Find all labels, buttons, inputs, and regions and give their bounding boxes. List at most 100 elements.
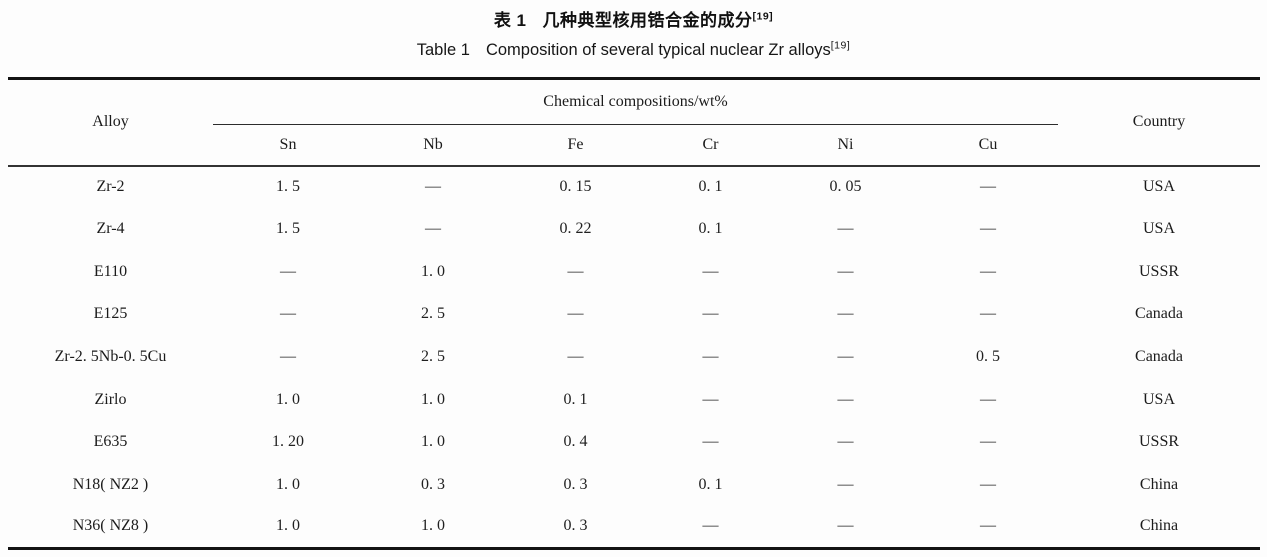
cell-sn: 1. 20: [272, 433, 304, 451]
cell-nb: 2. 5: [421, 347, 445, 365]
cell-nb: 0. 3: [421, 475, 445, 493]
cell-cr: —: [702, 262, 719, 280]
alloy-composition-table: Alloy Chemical compositions/wt% Country …: [8, 77, 1261, 550]
cell-ni: —: [837, 347, 854, 365]
citation-reference-chinese: [19]: [752, 10, 774, 23]
cell-nb: —: [425, 220, 441, 238]
column-group-header-chemical-compositions: Chemical compositions/wt%: [213, 78, 1059, 125]
table-caption-english: Composition of several typical nuclear Z…: [485, 41, 831, 59]
table-row-e110: E110 — 1. 0 — — — — USSR: [8, 251, 1260, 294]
cell-country: USA: [1143, 178, 1176, 196]
cell-cu: —: [980, 305, 996, 323]
cell-cu: —: [980, 475, 996, 493]
cell-fe: 0. 22: [559, 220, 592, 238]
table-row-zr2: Zr-2 1. 5 — 0. 15 0. 1 0. 05 — USA: [8, 166, 1260, 209]
cell-cu: —: [980, 433, 996, 451]
cell-nb: —: [425, 178, 441, 196]
cell-alloy: Zr-4: [96, 220, 125, 238]
column-header-alloy: Alloy: [8, 78, 213, 167]
cell-fe: —: [567, 347, 584, 365]
cell-fe: 0. 15: [559, 178, 592, 196]
cell-sn: 1. 5: [276, 178, 300, 196]
cell-alloy: N18( NZ2 ): [72, 475, 149, 493]
cell-ni: —: [837, 220, 854, 238]
column-header-ni: Ni: [773, 124, 918, 167]
cell-fe: 0. 4: [563, 433, 588, 451]
cell-alloy: E110: [93, 262, 128, 280]
cell-ni: —: [837, 262, 854, 280]
cell-fe: —: [567, 262, 584, 280]
cell-ni: —: [837, 305, 854, 323]
cell-cu: —: [980, 220, 996, 238]
cell-cr: —: [702, 433, 719, 451]
cell-cu: —: [980, 262, 996, 280]
cell-cr: 0. 1: [698, 220, 723, 238]
cell-cu: —: [980, 390, 996, 408]
cell-alloy: Zr-2. 5Nb-0. 5Cu: [54, 347, 167, 365]
cell-country: USSR: [1139, 433, 1180, 451]
cell-sn: 1. 0: [276, 517, 300, 535]
table-caption-chinese: 几种典型核用锆合金的成分: [542, 11, 753, 30]
table-row-n36: N36( NZ8 ) 1. 0 1. 0 0. 3 — — — China: [8, 506, 1260, 549]
column-header-cu: Cu: [918, 124, 1059, 167]
table-row-zr25nb05cu: Zr-2. 5Nb-0. 5Cu — 2. 5 — — — 0. 5 Canad…: [8, 336, 1260, 379]
cell-alloy: E635: [93, 433, 128, 451]
table-title-english: Table 1 Composition of several typical nu…: [0, 39, 1267, 60]
cell-alloy: E125: [93, 305, 128, 323]
cell-sn: 1. 0: [276, 390, 300, 408]
cell-cr: —: [702, 517, 719, 535]
cell-cu: —: [980, 517, 996, 535]
table-header: Alloy Chemical compositions/wt% Country …: [8, 78, 1261, 167]
column-header-sn: Sn: [213, 124, 363, 167]
cell-sn: 1. 5: [276, 220, 300, 238]
cell-fe: 0. 1: [563, 390, 588, 408]
table-number-english: Table 1: [416, 41, 470, 59]
cell-sn: —: [280, 347, 296, 365]
cell-alloy: Zr-2: [96, 178, 125, 196]
cell-fe: —: [567, 305, 584, 323]
cell-ni: —: [837, 390, 854, 408]
cell-cr: —: [702, 390, 719, 408]
cell-cr: 0. 1: [698, 475, 723, 493]
cell-alloy: N36( NZ8 ): [72, 517, 149, 535]
cell-country: Canada: [1135, 305, 1183, 323]
cell-sn: 1. 0: [276, 475, 300, 493]
cell-ni: —: [837, 433, 854, 451]
cell-ni: —: [837, 517, 854, 535]
table-row-zr4: Zr-4 1. 5 — 0. 22 0. 1 — — USA: [8, 208, 1260, 251]
column-header-nb: Nb: [363, 124, 503, 167]
cell-country: China: [1139, 517, 1179, 535]
cell-alloy: Zirlo: [94, 390, 127, 408]
cell-sn: —: [280, 262, 296, 280]
cell-nb: 1. 0: [421, 517, 445, 535]
table-row-e635: E635 1. 20 1. 0 0. 4 — — — USSR: [8, 421, 1260, 464]
cell-country: USA: [1143, 220, 1176, 238]
table-row-e125: E125 — 2. 5 — — — — Canada: [8, 293, 1260, 336]
cell-nb: 1. 0: [421, 262, 445, 280]
column-header-country: Country: [1058, 78, 1261, 167]
table-row-n18: N18( NZ2 ) 1. 0 0. 3 0. 3 0. 1 — — China: [8, 463, 1260, 506]
cell-cr: 0. 1: [698, 178, 723, 196]
cell-cu: —: [980, 178, 996, 196]
cell-cr: —: [702, 305, 719, 323]
cell-sn: —: [280, 305, 296, 323]
cell-country: Canada: [1135, 347, 1183, 365]
cell-country: USSR: [1139, 262, 1180, 280]
cell-country: USA: [1143, 390, 1176, 408]
column-header-cr: Cr: [648, 124, 773, 167]
cell-cu: 0. 5: [976, 347, 1000, 365]
table-body: Zr-2 1. 5 — 0. 15 0. 1 0. 05 — USA Zr-4 …: [8, 166, 1260, 549]
cell-nb: 1. 0: [421, 390, 445, 408]
table-title-chinese: 表 1 几种典型核用锆合金的成分[19]: [0, 0, 1267, 31]
cell-ni: 0. 05: [829, 178, 862, 196]
cell-fe: 0. 3: [563, 517, 588, 535]
cell-country: China: [1139, 475, 1179, 493]
citation-reference-english: [19]: [830, 39, 851, 52]
cell-nb: 2. 5: [421, 305, 445, 323]
cell-nb: 1. 0: [421, 433, 445, 451]
cell-ni: —: [837, 475, 854, 493]
table-number-chinese: 表 1: [493, 11, 527, 30]
column-header-fe: Fe: [503, 124, 648, 167]
cell-cr: —: [702, 347, 719, 365]
